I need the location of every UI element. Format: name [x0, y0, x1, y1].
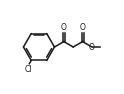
- Text: O: O: [89, 42, 95, 52]
- Text: Cl: Cl: [25, 65, 33, 74]
- Text: O: O: [61, 23, 67, 32]
- Text: O: O: [80, 23, 86, 32]
